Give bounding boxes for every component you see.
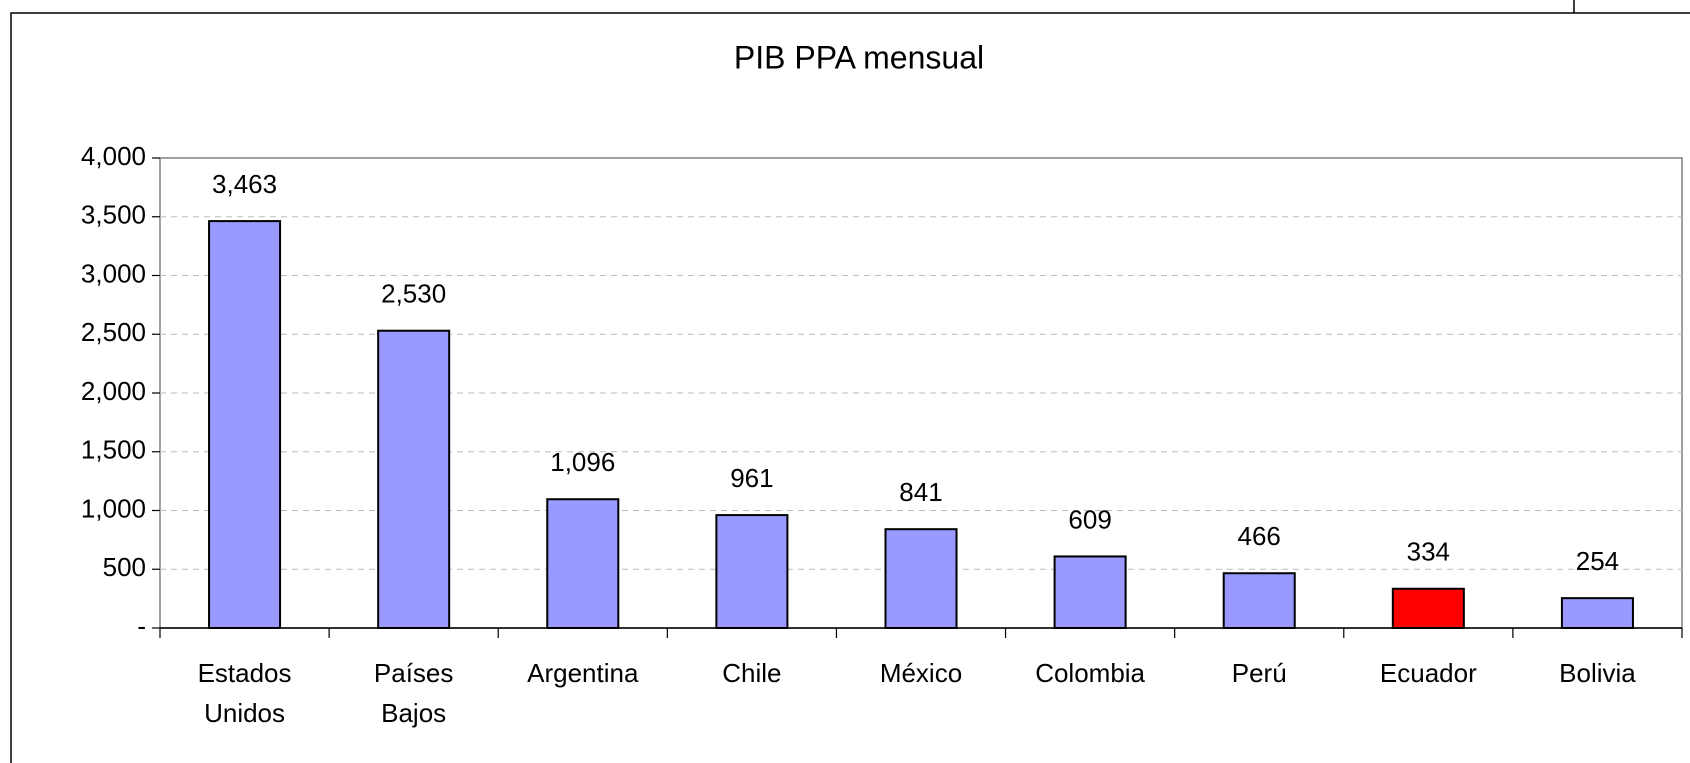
y-tick-label: 2,500: [81, 317, 146, 347]
y-tick-label: 2,000: [81, 376, 146, 406]
data-label: 254: [1576, 546, 1619, 576]
x-tick-label: Argentina: [527, 658, 639, 688]
data-label: 334: [1407, 537, 1450, 567]
bar: [884, 528, 958, 629]
x-tick-label: Colombia: [1035, 658, 1146, 688]
y-tick-label: 3,500: [81, 200, 146, 230]
data-label: 466: [1238, 521, 1281, 551]
x-tick-label: Perú: [1231, 658, 1287, 688]
data-label: 841: [899, 477, 942, 507]
x-tick-label: Países Bajos: [373, 658, 454, 728]
y-tick-label: 1,500: [81, 435, 146, 465]
chart-title: PIB PPA mensual: [734, 39, 984, 75]
bar: [715, 514, 789, 630]
data-label: 3,463: [212, 169, 277, 199]
y-tick-label: 4,000: [81, 141, 146, 171]
x-tick-label: México: [879, 658, 963, 688]
x-tick-label: Chile: [722, 658, 782, 688]
y-tick-label: 3,000: [81, 258, 146, 288]
bar: [1391, 587, 1465, 630]
bar: [208, 220, 282, 629]
bar: [546, 498, 620, 629]
chart-frame: [10, 12, 1690, 763]
data-label: 2,530: [381, 279, 446, 309]
y-tick-label: 1,000: [81, 493, 146, 523]
bar: [1222, 572, 1296, 629]
data-label: 961: [730, 463, 773, 493]
x-tick-label: Estados Unidos: [197, 658, 292, 728]
data-label: 609: [1068, 504, 1111, 534]
y-tick-label: 500: [103, 552, 146, 582]
y-tick-label: -: [137, 611, 146, 641]
bar: [1053, 555, 1127, 630]
bar: [377, 329, 451, 629]
x-tick-label: Ecuador: [1379, 658, 1477, 688]
data-label: 1,096: [550, 447, 615, 477]
x-tick-label: Bolivia: [1559, 658, 1636, 688]
bar: [1560, 597, 1634, 630]
